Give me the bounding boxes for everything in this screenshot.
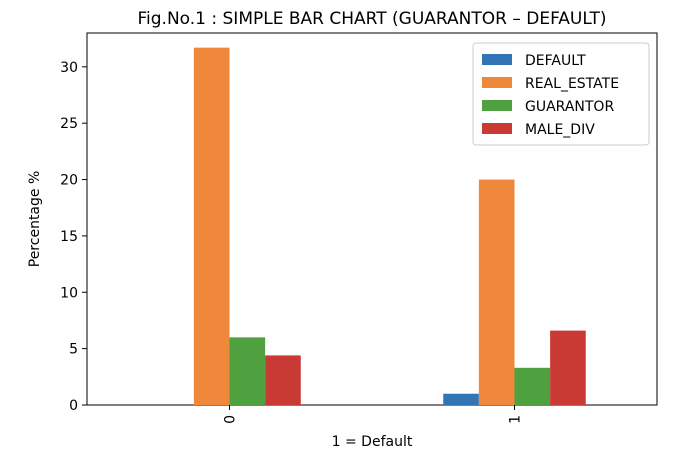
y-tick-label: 15 (60, 229, 78, 245)
y-tick-label: 25 (60, 116, 78, 132)
bar-default-1 (443, 393, 479, 405)
y-tick-label: 30 (60, 60, 78, 76)
legend-label-guarantor: GUARANTOR (525, 99, 614, 115)
x-tick-label: 0 (223, 415, 239, 424)
legend-label-real-estate: REAL_ESTATE (525, 76, 619, 92)
x-tick-label: 1 (508, 415, 524, 424)
legend-label-default: DEFAULT (525, 53, 586, 69)
chart-title: Fig.No.1 : SIMPLE BAR CHART (GUARANTOR –… (137, 9, 606, 29)
legend-swatch-default (482, 54, 512, 65)
bar-guarantor-0 (229, 337, 266, 405)
y-tick-label: 10 (60, 285, 78, 301)
bars (193, 47, 586, 406)
legend-label-male-div: MALE_DIV (525, 122, 595, 138)
legend-swatch-male-div (482, 123, 512, 134)
legend: DEFAULT REAL_ESTATE GUARANTOR MALE_DIV (472, 42, 650, 146)
y-tick-label: 0 (69, 398, 78, 414)
plot-area (86, 32, 658, 406)
legend-swatch-guarantor (482, 100, 512, 111)
y-axis-label: Percentage % (27, 171, 43, 268)
y-tick-label: 20 (60, 173, 78, 189)
bar-male-div-1 (550, 330, 586, 405)
bar-real-estate-1 (478, 179, 515, 405)
y-tick-label: 5 (69, 342, 78, 358)
y-axis: 0 5 10 15 20 25 30 (60, 60, 87, 414)
legend-swatch-real-estate (482, 77, 512, 88)
plot-frame (86, 32, 658, 406)
x-axis-label: 1 = Default (332, 434, 413, 450)
bar-real-estate-0 (193, 47, 230, 406)
bar-male-div-0 (265, 355, 301, 405)
legend-box (472, 42, 650, 146)
bar-guarantor-1 (514, 367, 551, 405)
